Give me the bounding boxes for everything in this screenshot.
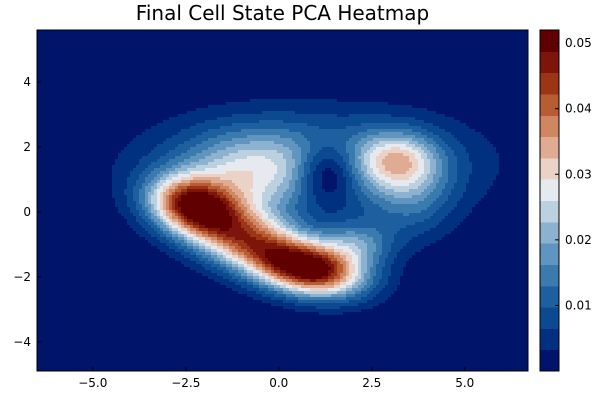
colorbar-segment <box>540 72 559 95</box>
colorbar-tick-label: 0.02 <box>565 233 592 247</box>
colorbar-segment <box>540 30 559 52</box>
contour-level-15 <box>178 192 331 279</box>
x-tick-label: 5.0 <box>455 376 474 390</box>
contour-level-7 <box>151 141 430 294</box>
contour-level-6 <box>148 138 436 297</box>
contour-level-13 <box>172 186 337 282</box>
colorbar-segment <box>540 221 559 244</box>
contour-layer <box>112 99 499 315</box>
colorbar-segment <box>540 93 559 116</box>
x-axis: −5.0 −2.5 0.0 2.5 5.0 <box>78 367 474 390</box>
y-tick-label: −4 <box>13 335 31 349</box>
x-tick-label: 2.5 <box>362 376 381 390</box>
y-tick-label: 2 <box>23 140 31 154</box>
colorbar-segment <box>540 264 559 287</box>
x-tick-label: −2.5 <box>171 376 200 390</box>
plot-border <box>36 29 529 372</box>
colorbar-segment <box>540 307 559 329</box>
x-tick-label: −5.0 <box>78 376 107 390</box>
contour-level-1 <box>112 99 499 315</box>
contour-level-5 <box>145 132 442 297</box>
colorbar-segment <box>540 200 559 223</box>
colorbar-tick-label: 0.05 <box>565 36 592 50</box>
colorbar-segment <box>540 157 559 180</box>
colorbar-segment <box>540 136 559 159</box>
x-tick-label: 0.0 <box>269 376 288 390</box>
colorbar: 0.01 0.02 0.03 0.04 0.05 <box>539 29 592 372</box>
colorbar-segment <box>540 51 559 74</box>
y-tick-label: 4 <box>23 75 31 89</box>
colorbar-segment <box>540 115 559 138</box>
y-tick-label: 0 <box>23 205 31 219</box>
colorbar-segment <box>540 243 559 265</box>
y-tick-label: −2 <box>13 270 31 284</box>
colorbar-segment <box>540 179 559 201</box>
colorbar-border <box>539 29 560 372</box>
plot-frame <box>36 29 529 372</box>
colorbar-tick-label: 0.04 <box>565 102 592 116</box>
colorbar-segment <box>540 349 559 372</box>
colorbar-segment <box>540 285 559 308</box>
colorbar-tick-label: 0.01 <box>565 298 592 312</box>
contour-level-8 <box>157 144 424 291</box>
y-axis: −4 −2 0 2 4 <box>13 75 41 349</box>
contour-level-4 <box>139 129 448 300</box>
colorbar-segment <box>540 328 559 351</box>
contour-level-10 <box>163 153 412 288</box>
colorbar-tick-label: 0.03 <box>565 167 592 181</box>
chart-title: Final Cell State PCA Heatmap <box>135 1 430 25</box>
